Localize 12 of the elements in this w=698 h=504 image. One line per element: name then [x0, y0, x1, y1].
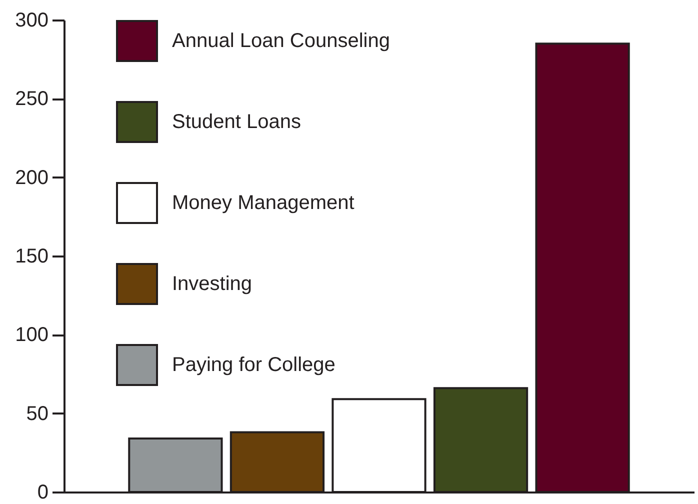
- y-tick-label: 200: [15, 166, 48, 189]
- legend-label: Student Loans: [172, 111, 301, 133]
- legend-label: Paying for College: [172, 354, 336, 376]
- y-tick-label: 300: [15, 10, 48, 32]
- y-tick-label: 0: [37, 482, 48, 504]
- legend-label: Investing: [172, 273, 252, 295]
- legend-label: Money Management: [172, 192, 355, 214]
- y-tick-label: 100: [15, 324, 48, 346]
- legend-label: Annual Loan Counseling: [172, 30, 390, 52]
- y-tick-label: 50: [26, 402, 48, 425]
- y-tick-label: 250: [15, 88, 48, 110]
- y-tick-label: 150: [15, 246, 48, 268]
